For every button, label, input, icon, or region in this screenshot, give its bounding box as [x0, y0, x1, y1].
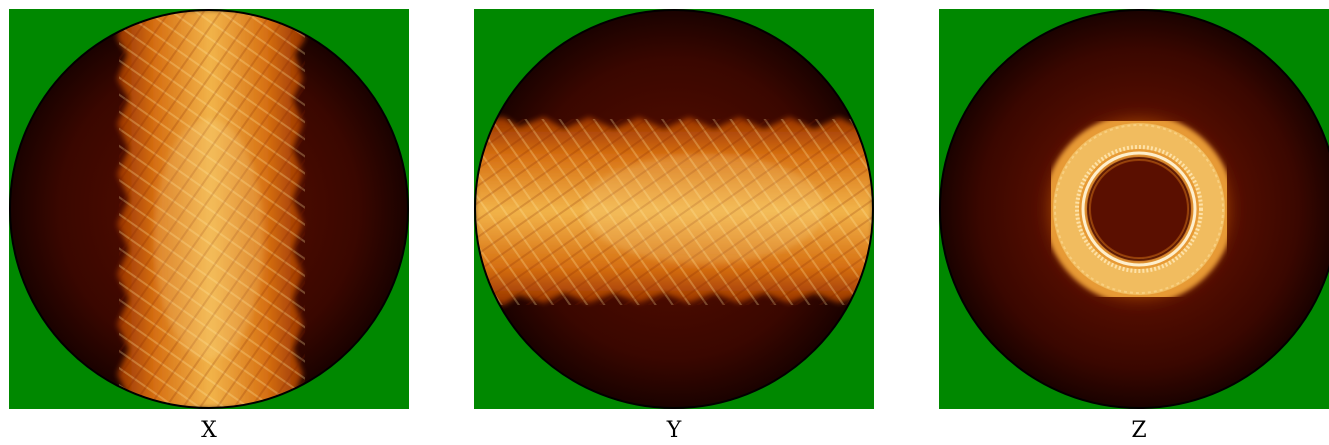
panel-label-z: Z	[1131, 418, 1147, 443]
bright-band	[475, 117, 873, 305]
image-panel-z	[939, 9, 1329, 409]
bright-band	[117, 10, 305, 408]
image-panel-x	[9, 9, 409, 409]
disk-edge	[9, 9, 409, 409]
disk-edge	[474, 9, 874, 409]
intensity-map-x	[9, 9, 409, 409]
panel-label-x: X	[201, 418, 217, 443]
ring-center	[1091, 161, 1187, 257]
intensity-map-z	[939, 9, 1329, 409]
intensity-map-y	[474, 9, 874, 409]
image-panel-y	[474, 9, 874, 409]
disk-edge	[939, 9, 1329, 409]
panel-label-y: Y	[666, 418, 682, 443]
